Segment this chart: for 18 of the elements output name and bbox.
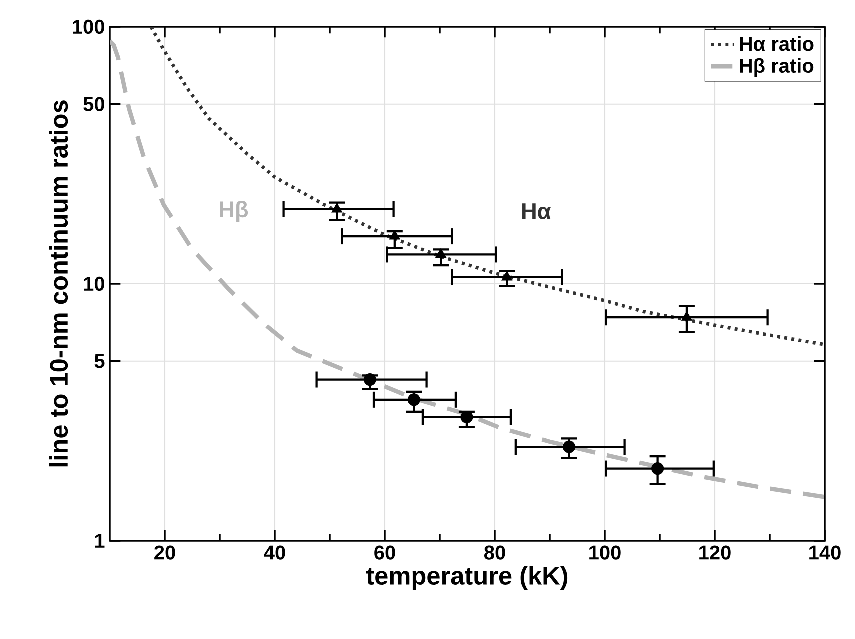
annotation: Hα — [522, 204, 552, 220]
x-tick-label: 60 — [374, 546, 396, 560]
y-tick-label: 100 — [73, 20, 104, 34]
x-tick-label: 120 — [700, 546, 731, 560]
y-tick-label: 1 — [95, 534, 105, 548]
legend-label: Hβ ratio — [740, 58, 814, 77]
x-tick-label: 80 — [484, 546, 506, 560]
y-tick-label: 10 — [84, 276, 104, 292]
y-tick-label: 5 — [94, 354, 105, 368]
x-tick-label: 20 — [154, 546, 176, 560]
x-tick-label: 140 — [810, 546, 841, 560]
x-axis-title: temperature (kK) — [366, 566, 568, 590]
x-tick-label: 100 — [590, 546, 621, 560]
annotation: Hβ — [220, 200, 248, 222]
x-tick-label: 40 — [264, 546, 286, 560]
y-axis-title: line to 10-nm continuum ratios — [49, 100, 68, 467]
legend-label: Hα ratio — [740, 36, 814, 52]
y-tick-label: 50 — [84, 97, 104, 112]
